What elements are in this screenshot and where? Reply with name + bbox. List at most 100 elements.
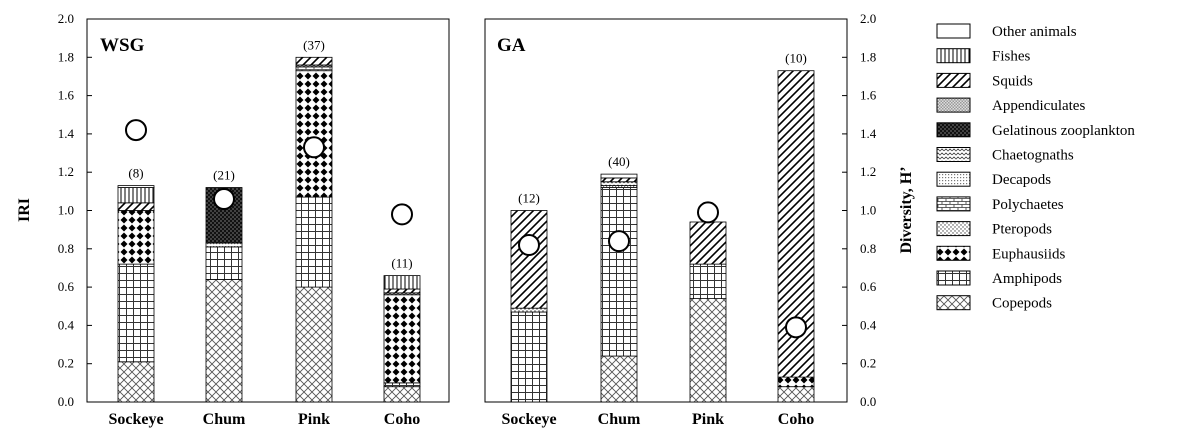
- ga-y-tick-label: 1.2: [860, 164, 876, 179]
- ga-panel-title: GA: [497, 35, 526, 56]
- legend-label-chaetognaths: Chaetognaths: [992, 148, 1074, 164]
- ga-bar-segment-amphipods: [600, 187, 638, 357]
- ga-bar-segment-squids: [600, 177, 638, 183]
- ga-bar-segment-chaetognaths: [600, 181, 638, 187]
- wsg-bar-segment-euphausiids: [295, 70, 333, 198]
- legend-label-gelatinous: Gelatinous zooplankton: [992, 123, 1135, 139]
- legend-swatch-amphipods: [936, 270, 971, 286]
- ga-y-tick-label: 1.8: [860, 49, 876, 64]
- legend-swatch-euphausiids: [936, 245, 971, 261]
- ga-category-label: Chum: [598, 411, 641, 428]
- ga-bar-segment-other: [600, 173, 638, 179]
- ga-y-tick-label: 0.6: [860, 279, 877, 294]
- wsg-bar-segment-copepods: [383, 386, 421, 403]
- ga-category-label: Sockeye: [501, 411, 556, 428]
- legend-label-fishes: Fishes: [992, 49, 1031, 65]
- legend-label-euphausiids: Euphausiids: [992, 246, 1065, 262]
- wsg-diversity-marker: [303, 136, 325, 159]
- ga-y-tick-label: 1.0: [860, 203, 876, 218]
- legend-swatch-chaetognaths: [936, 147, 971, 162]
- ga-bar-segment-euphausiids: [777, 376, 815, 388]
- ga-sample-size-label: (40): [608, 154, 630, 169]
- legend-label-decapods: Decapods: [992, 172, 1051, 188]
- ga-diversity-marker: [608, 230, 630, 253]
- ga-bar-segment-amphipods: [510, 311, 548, 403]
- wsg-sample-size-label: (21): [213, 168, 235, 183]
- wsg-bar-segment-copepods: [205, 279, 243, 403]
- wsg-bar-segment-euphausiids: [117, 210, 155, 265]
- ga-y-tick-label: 0.4: [860, 317, 877, 332]
- wsg-panel-title: WSG: [100, 35, 145, 56]
- wsg-y-tick-label: 0.8: [58, 241, 74, 256]
- legend-swatch-polychaetes: [936, 196, 971, 212]
- ga-bar-segment-copepods: [600, 355, 638, 403]
- wsg-category-label: Chum: [203, 411, 246, 428]
- ga-category-label: Coho: [778, 411, 814, 428]
- ga-bar-segment-copepods: [777, 386, 815, 403]
- wsg-sample-size-label: (8): [128, 166, 143, 181]
- wsg-category-label: Coho: [384, 411, 420, 428]
- wsg-y-tick-label: 1.6: [58, 88, 75, 103]
- wsg-y-tick-label: 0.6: [58, 279, 75, 294]
- legend-label-squids: Squids: [992, 73, 1033, 89]
- legend-label-amphipods: Amphipods: [992, 271, 1062, 287]
- ga-y-tick-label: 0.2: [860, 356, 876, 371]
- wsg-bar-segment-decapods: [205, 242, 243, 248]
- wsg-bar-segment-fishes: [383, 275, 421, 290]
- wsg-diversity-marker: [213, 188, 235, 211]
- wsg-y-tick-label: 0.4: [58, 317, 75, 332]
- wsg-category-label: Sockeye: [108, 411, 163, 428]
- ga-y-axis: 0.0 0.2 0.4 0.6 0.8 1.0 1.2 1.4 1.6 1.8 2.0: [842, 11, 877, 409]
- ga-diversity-marker: [518, 233, 540, 256]
- wsg-bar-segment-fishes: [117, 187, 155, 204]
- legend-label-copepods: Copepods: [992, 296, 1052, 312]
- wsg-bar-segment-amphipods: [205, 246, 243, 280]
- ga-bar-segment-squids: [689, 221, 727, 265]
- ga-bars: (12)Sockeye(40)Chum(3)Pink(10)Coho: [501, 51, 815, 428]
- wsg-y-tick-label: 1.0: [58, 203, 74, 218]
- legend-label-pteropods: Pteropods: [992, 222, 1052, 238]
- wsg-sample-size-label: (37): [303, 37, 325, 52]
- wsg-y-tick-label: 0.0: [58, 394, 74, 409]
- legend-swatch-fishes: [936, 48, 971, 64]
- y-right-axis-title: Diversity, H’: [898, 166, 915, 253]
- wsg-y-axis: 0.0 0.2 0.4 0.6 0.8 1.0 1.2 1.4 1.6 1.8 2.0: [58, 11, 92, 409]
- legend-label-appendiculates: Appendiculates: [992, 98, 1085, 114]
- ga-y-tick-label: 2.0: [860, 11, 876, 26]
- ga-y-tick-label: 1.4: [860, 126, 877, 141]
- wsg-bars: (8) Sockeye (21) Chum (37) Pink (11) Coho: [108, 37, 421, 428]
- wsg-bar-segment-squids: [117, 202, 155, 211]
- wsg-y-tick-label: 1.4: [58, 126, 75, 141]
- ga-y-tick-label: 0.0: [860, 394, 876, 409]
- ga-bar-segment-pteropods: [510, 307, 548, 313]
- wsg-bar-segment-amphipods: [383, 382, 421, 388]
- ga-category-label: Pink: [692, 411, 724, 428]
- wsg-y-tick-label: 0.2: [58, 356, 74, 371]
- wsg-diversity-marker: [125, 119, 147, 142]
- wsg-y-tick-label: 1.2: [58, 164, 74, 179]
- legend-swatch-gelatinous: [936, 122, 971, 138]
- legend-swatch-decapods: [936, 171, 971, 187]
- legend-swatch-copepods: [936, 295, 971, 311]
- wsg-y-tick-label: 1.8: [58, 49, 74, 64]
- wsg-bar-segment-squids: [383, 288, 421, 294]
- wsg-diversity-marker: [391, 203, 413, 226]
- ga-diversity-marker: [697, 201, 719, 224]
- legend-swatch-appendiculates: [936, 97, 971, 113]
- ga-sample-size-label: (12): [518, 191, 540, 206]
- wsg-bar-segment-amphipods: [117, 263, 155, 363]
- wsg-category-label: Pink: [298, 411, 330, 428]
- ga-bar-segment-squids: [510, 210, 548, 309]
- wsg-bar-segment-squids: [295, 56, 333, 66]
- ga-bar-segment-amphipods: [689, 263, 727, 299]
- ga-bar-segment-copepods: [689, 298, 727, 403]
- ga-diversity-marker: [785, 316, 807, 339]
- y-left-axis-title: IRI: [16, 198, 33, 222]
- wsg-bar-segment-amphipods: [295, 196, 333, 288]
- ga-y-tick-label: 1.6: [860, 88, 877, 103]
- wsg-y-tick-label: 2.0: [58, 11, 74, 26]
- legend-label-polychaetes: Polychaetes: [992, 197, 1064, 213]
- legend: Other animals Fishes Squids Appendiculates G…: [936, 23, 1135, 312]
- wsg-bar-segment-copepods: [117, 361, 155, 403]
